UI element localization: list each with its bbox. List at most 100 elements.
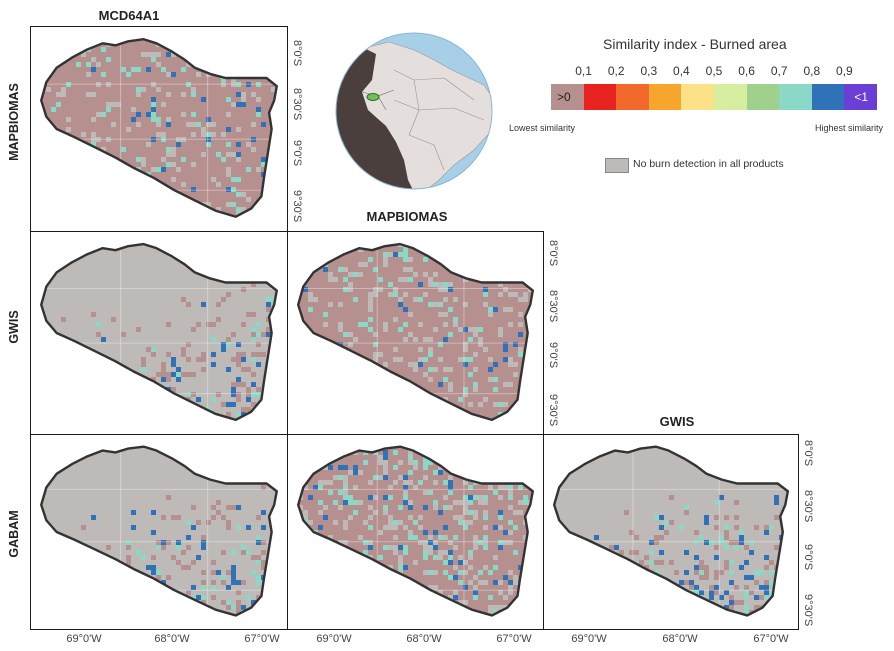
similarity-pixel bbox=[423, 460, 428, 465]
similarity-pixel bbox=[438, 465, 443, 470]
similarity-pixel bbox=[619, 550, 624, 555]
similarity-pixel bbox=[246, 392, 251, 397]
similarity-pixel bbox=[453, 565, 458, 570]
similarity-pixel bbox=[151, 530, 156, 535]
similarity-pixel bbox=[644, 555, 649, 560]
similarity-pixel bbox=[428, 490, 433, 495]
similarity-pixel bbox=[398, 297, 403, 302]
similarity-pixel bbox=[423, 272, 428, 277]
similarity-pixels bbox=[46, 42, 276, 217]
similarity-pixel bbox=[236, 362, 241, 367]
similarity-pixel bbox=[408, 257, 413, 262]
similarity-pixel bbox=[156, 545, 161, 550]
similarity-pixel bbox=[226, 152, 231, 157]
legend-swatch bbox=[714, 84, 748, 110]
similarity-pixel bbox=[378, 555, 383, 560]
similarity-pixel bbox=[518, 297, 523, 302]
similarity-pixel bbox=[206, 520, 211, 525]
map-panel-gabam-vs-gwis bbox=[543, 434, 799, 630]
legend-swatch bbox=[844, 84, 878, 110]
similarity-pixel bbox=[393, 520, 398, 525]
similarity-pixel bbox=[388, 515, 393, 520]
similarity-pixel bbox=[136, 67, 141, 72]
similarity-pixel bbox=[251, 372, 256, 377]
similarity-pixel bbox=[156, 132, 161, 137]
similarity-pixel bbox=[343, 475, 348, 480]
similarity-pixel bbox=[428, 585, 433, 590]
similarity-pixel bbox=[744, 605, 749, 610]
similarity-pixel bbox=[478, 495, 483, 500]
similarity-pixel bbox=[473, 332, 478, 337]
lat-label: 8°30'S bbox=[547, 290, 559, 323]
similarity-pixel bbox=[468, 550, 473, 555]
similarity-pixel bbox=[236, 590, 241, 595]
similarity-pixel bbox=[523, 292, 528, 297]
similarity-pixel bbox=[338, 475, 343, 480]
similarity-pixel bbox=[428, 545, 433, 550]
similarity-pixel bbox=[131, 117, 136, 122]
similarity-pixel bbox=[423, 490, 428, 495]
similarity-pixel bbox=[251, 332, 256, 337]
similarity-pixel bbox=[453, 535, 458, 540]
similarity-pixel bbox=[368, 317, 373, 322]
similarity-pixel bbox=[463, 495, 468, 500]
similarity-pixel bbox=[251, 555, 256, 560]
similarity-pixel bbox=[483, 302, 488, 307]
similarity-pixel bbox=[428, 377, 433, 382]
similarity-pixel bbox=[236, 580, 241, 585]
similarity-pixel bbox=[171, 515, 176, 520]
similarity-pixel bbox=[96, 82, 101, 87]
similarity-pixel bbox=[338, 322, 343, 327]
similarity-pixel bbox=[216, 392, 221, 397]
similarity-pixel bbox=[403, 292, 408, 297]
similarity-pixel bbox=[463, 362, 468, 367]
similarity-pixel bbox=[251, 352, 256, 357]
similarity-pixel bbox=[358, 500, 363, 505]
legend-tick-label: 0,6 bbox=[738, 64, 755, 78]
similarity-pixel bbox=[493, 377, 498, 382]
similarity-pixel bbox=[266, 327, 271, 332]
similarity-pixel bbox=[428, 352, 433, 357]
similarity-pixel bbox=[181, 550, 186, 555]
similarity-pixel bbox=[744, 560, 749, 565]
similarity-pixel bbox=[121, 147, 126, 152]
similarity-pixel bbox=[166, 92, 171, 97]
similarity-pixel bbox=[251, 357, 256, 362]
similarity-pixel bbox=[91, 312, 96, 317]
similarity-pixel bbox=[649, 560, 654, 565]
similarity-pixel bbox=[408, 470, 413, 475]
similarity-pixel bbox=[171, 177, 176, 182]
similarity-pixel bbox=[151, 570, 156, 575]
similarity-pixel bbox=[176, 515, 181, 520]
column-title-mcd64a1: MCD64A1 bbox=[98, 8, 160, 23]
similarity-pixel bbox=[448, 575, 453, 580]
similarity-pixel bbox=[724, 530, 729, 535]
similarity-pixel bbox=[236, 610, 241, 615]
similarity-pixel bbox=[448, 485, 453, 490]
similarity-pixel bbox=[358, 322, 363, 327]
similarity-pixel bbox=[211, 585, 216, 590]
similarity-pixel bbox=[388, 252, 393, 257]
similarity-pixel bbox=[393, 550, 398, 555]
similarity-pixel bbox=[201, 595, 206, 600]
similarity-pixel bbox=[483, 292, 488, 297]
similarity-pixel bbox=[518, 347, 523, 352]
similarity-pixel bbox=[211, 362, 216, 367]
similarity-pixel bbox=[754, 525, 759, 530]
similarity-pixel bbox=[353, 465, 358, 470]
similarity-pixel bbox=[111, 122, 116, 127]
similarity-pixel bbox=[654, 515, 659, 520]
similarity-pixel bbox=[714, 525, 719, 530]
similarity-pixel bbox=[403, 485, 408, 490]
map-panel-mapbiomas-vs-mcd64a1 bbox=[30, 26, 288, 232]
row-label-mapbiomas: MAPBIOMAS bbox=[7, 83, 21, 161]
similarity-pixel bbox=[503, 287, 508, 292]
similarity-pixel bbox=[201, 127, 206, 132]
similarity-pixel bbox=[443, 570, 448, 575]
similarity-pixel bbox=[423, 465, 428, 470]
similarity-pixel bbox=[453, 575, 458, 580]
similarity-pixel bbox=[303, 510, 308, 515]
similarity-pixel bbox=[261, 122, 266, 127]
similarity-pixel bbox=[764, 525, 769, 530]
similarity-pixel bbox=[393, 357, 398, 362]
